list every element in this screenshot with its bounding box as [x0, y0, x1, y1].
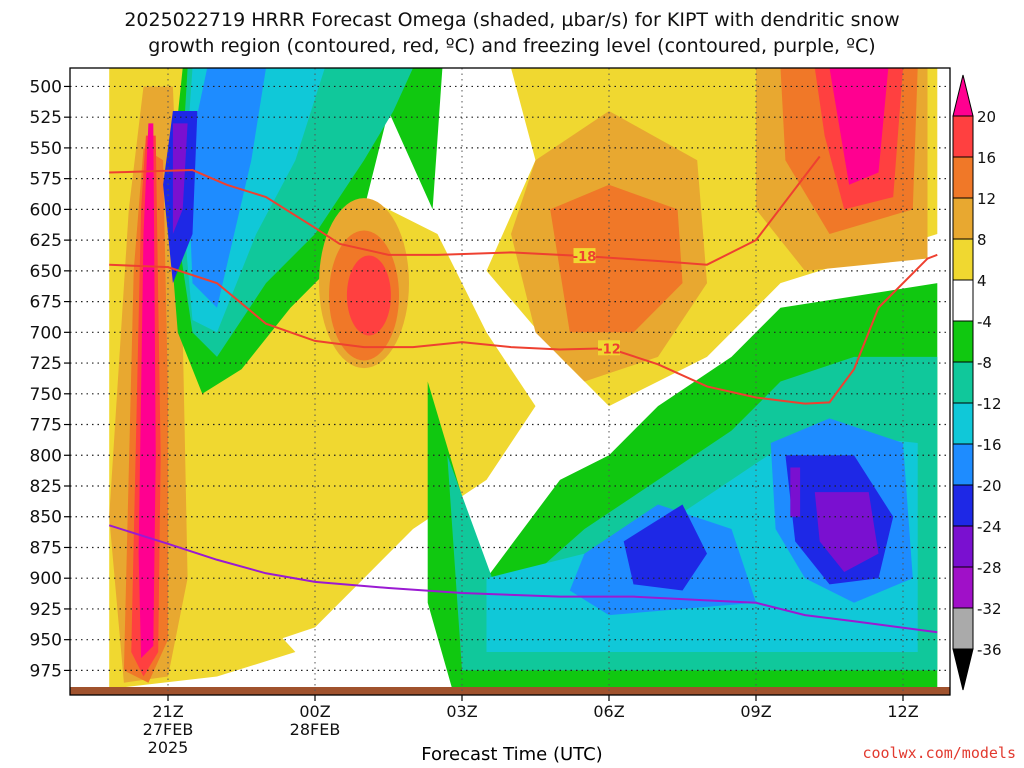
y-tick-label: 950: [30, 631, 62, 651]
colorbar-cell: [952, 115, 974, 158]
colorbar-cell: [952, 279, 974, 322]
y-tick-label: 700: [30, 323, 62, 343]
y-tick-label: 875: [30, 538, 62, 558]
x-tick-label: 28FEB: [290, 720, 341, 739]
credit-text: coolwx.com/models: [862, 744, 1016, 762]
colorbar-label: -32: [977, 600, 1002, 618]
colorbar-cell: [952, 484, 974, 527]
colorbar-cell: [952, 443, 974, 486]
colorbar-label: 20: [977, 108, 996, 126]
colorbar-label: 16: [977, 149, 996, 167]
y-tick-label: 975: [30, 661, 62, 681]
x-tick-label: 21Z: [152, 702, 183, 721]
y-tick-label: 800: [30, 446, 62, 466]
colorbar-label: -8: [977, 354, 992, 372]
y-tick-label: 825: [30, 477, 62, 497]
shade-region: [187, 68, 266, 308]
y-tick-label: 925: [30, 600, 62, 620]
contour-label-bg: [598, 340, 620, 356]
colorbar-label: -16: [977, 436, 1002, 454]
y-axis: 500 525 550 575 600 625 650 675 700 725 750 775 800 8…: [30, 77, 70, 681]
y-tick-label: 575: [30, 170, 62, 190]
colorbar-cell: [952, 361, 974, 404]
colorbar-cell: [952, 525, 974, 568]
chart-title-line-1: 2025022719 HRRR Forecast Omega (shaded, …: [124, 9, 900, 31]
chart-title-line-2: growth region (contoured, red, ºC) and f…: [148, 35, 876, 57]
colorbar-label: -36: [977, 641, 1002, 659]
shade-region: [790, 467, 801, 517]
shading-group: [70, 68, 950, 695]
y-tick-label: 750: [30, 385, 62, 405]
colorbar-cell: [952, 156, 974, 199]
colorbar-label: -4: [977, 313, 992, 331]
y-tick-label: 525: [30, 108, 62, 128]
colorbar-cell: [952, 74, 974, 117]
y-tick-label: 650: [30, 262, 62, 282]
x-tick-label: 2025: [148, 738, 189, 757]
colorbar: 20 16 12 8 4 -4 -8 -12 -16 -20 -24 -28 -32 -36: [952, 74, 1002, 691]
y-tick-label: 900: [30, 569, 62, 589]
colorbar-label: 12: [977, 190, 996, 208]
contour-line: [108, 524, 938, 634]
colorbar-cell: [952, 238, 974, 281]
colorbar-cell: [952, 607, 974, 650]
contour-label: -12: [597, 342, 621, 357]
colorbar-label: 4: [977, 272, 987, 290]
contour-line: [109, 253, 938, 405]
plot-frame: [69, 67, 951, 696]
y-tick-label: 775: [30, 416, 62, 436]
contour-layer: -18 -12: [108, 155, 938, 634]
y-tick-label: 500: [30, 77, 62, 97]
y-tick-label: 550: [30, 139, 62, 159]
contour-line: [109, 155, 821, 266]
shade-region: [829, 68, 889, 185]
shade-region: [138, 123, 156, 659]
x-tick-label: 27FEB: [143, 720, 194, 739]
x-tick-label: 03Z: [446, 702, 477, 721]
colorbar-cell: [952, 566, 974, 609]
contour-label: -18: [573, 250, 597, 265]
colorbar-cell: [952, 320, 974, 363]
colorbar-label: -24: [977, 518, 1002, 536]
shade-region: [346, 255, 391, 336]
omega-shading-layer: [70, 68, 950, 695]
terrain-strip: [70, 687, 950, 695]
y-tick-label: 850: [30, 508, 62, 528]
shade-region: [814, 492, 879, 573]
colorbar-cell: [952, 402, 974, 445]
colorbar-label: 8: [977, 231, 987, 249]
colorbar-label: -20: [977, 477, 1002, 495]
y-tick-label: 675: [30, 293, 62, 313]
x-tick-label: 09Z: [740, 702, 771, 721]
colorbar-cell: [952, 197, 974, 240]
y-tick-label: 725: [30, 354, 62, 374]
colorbar-label: -12: [977, 395, 1002, 413]
y-tick-label: 600: [30, 200, 62, 220]
contour-label-bg: [573, 248, 596, 264]
x-tick-label: 00Z: [299, 702, 330, 721]
x-tick-label: 06Z: [593, 702, 624, 721]
x-tick-label: 12Z: [887, 702, 918, 721]
gridlines: [70, 68, 950, 695]
colorbar-cell: [952, 648, 974, 691]
y-tick-label: 625: [30, 231, 62, 251]
colorbar-label: -28: [977, 559, 1002, 577]
x-axis-label: Forecast Time (UTC): [421, 744, 603, 765]
